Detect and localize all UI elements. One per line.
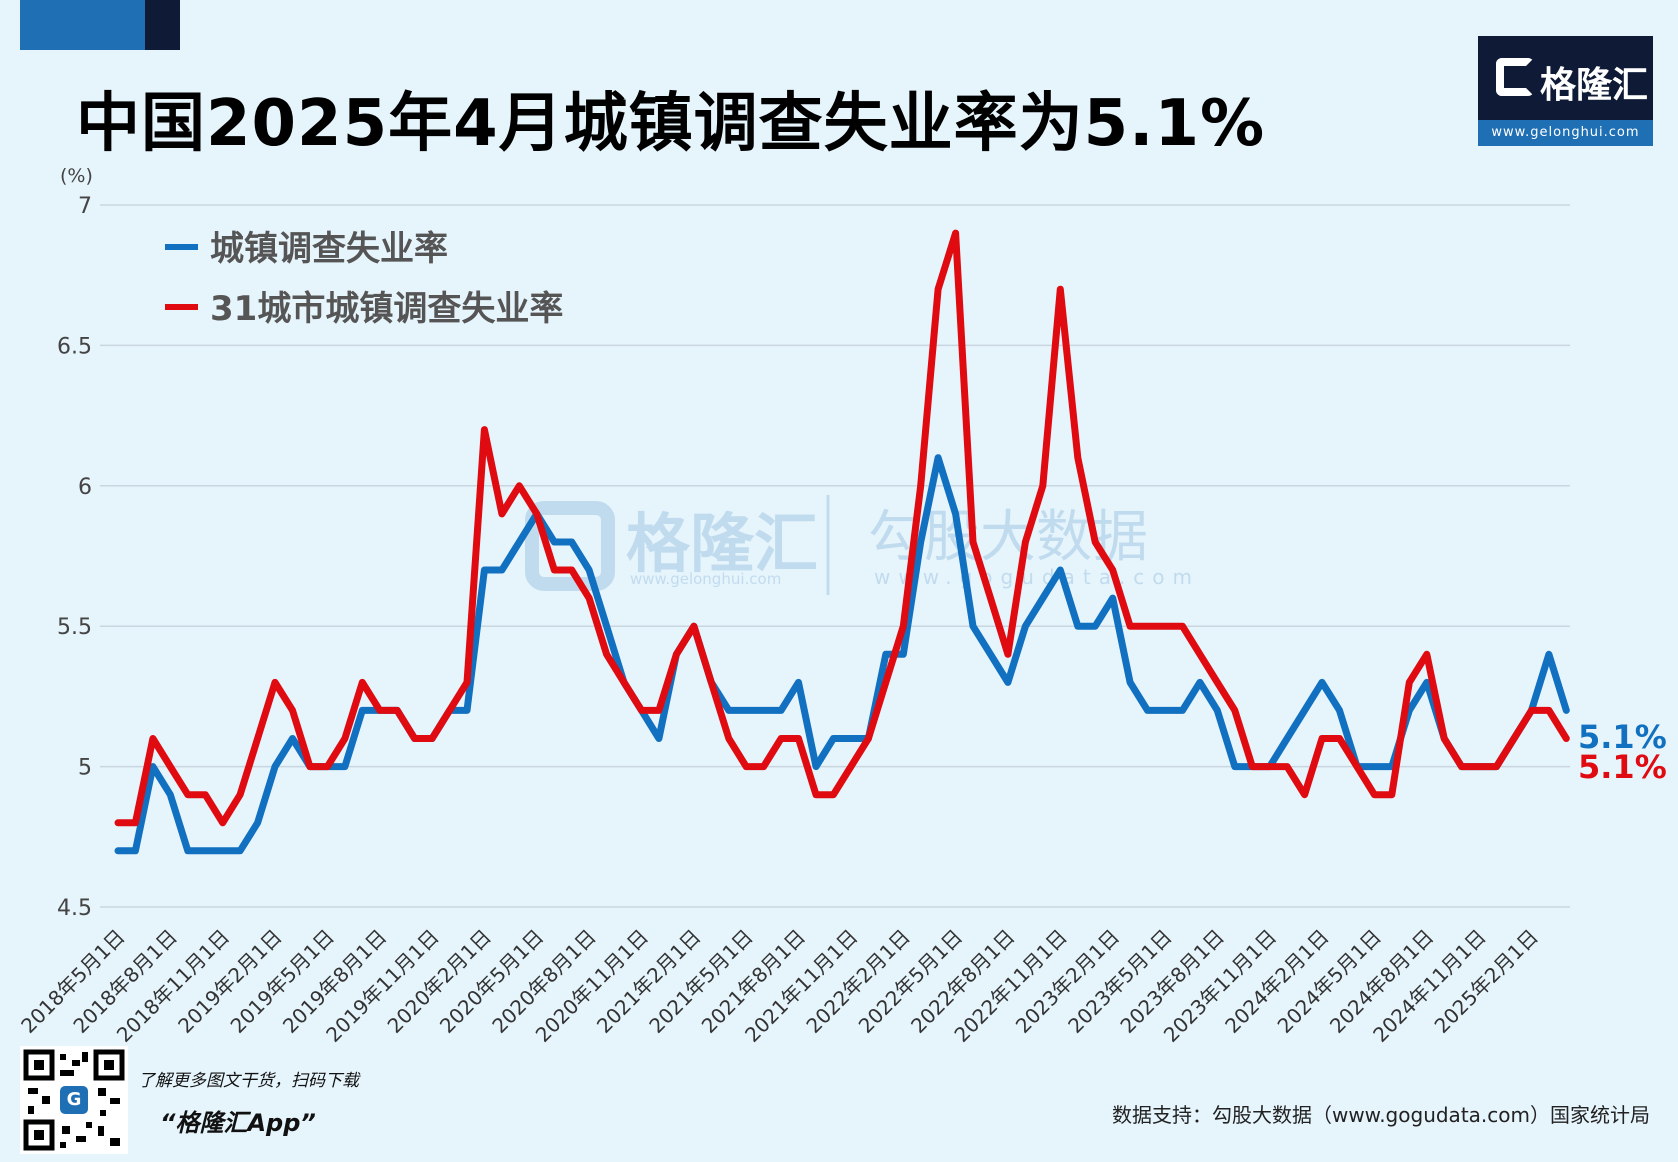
logo-url: www.gelonghui.com xyxy=(1478,120,1653,146)
y-axis-label: (%) xyxy=(60,165,93,187)
g-logo-icon: G xyxy=(60,1086,88,1114)
y-tick-label: 7 xyxy=(78,194,92,219)
legend: 城镇调查失业率 31城市城镇调查失业率 xyxy=(165,229,563,329)
header-accent-bar xyxy=(20,0,145,50)
series-line-1 xyxy=(114,229,1570,827)
legend-label: 31城市城镇调查失业率 xyxy=(210,289,563,329)
series-line-0 xyxy=(114,454,1570,855)
watermark-brand1: 格隆汇 xyxy=(626,508,818,582)
qr-pattern-icon xyxy=(23,1049,125,1151)
y-tick-label: 4.5 xyxy=(57,896,92,921)
watermark-url1: www.gelonghui.com xyxy=(630,570,781,588)
chart-title: 中国2025年4月城镇调查失业率为5.1% xyxy=(76,87,1266,161)
watermark-url2: www.gogudata.com xyxy=(874,565,1200,589)
data-source: 数据支持：勾股大数据（www.gogudata.com）国家统计局 xyxy=(1111,1103,1650,1127)
qr-code[interactable]: G xyxy=(20,1046,128,1154)
y-tick-label: 6.5 xyxy=(57,334,92,359)
y-tick-label: 6 xyxy=(78,475,92,500)
y-tick-label: 5 xyxy=(78,756,92,781)
legend-label: 城镇调查失业率 xyxy=(210,229,448,269)
header-accent-bar-dark xyxy=(145,0,180,50)
logo-name: 格隆汇 xyxy=(1540,65,1649,106)
promo-text: 了解更多图文干货，扫码下载 xyxy=(138,1071,359,1091)
y-tick-label: 5.5 xyxy=(57,615,92,640)
brand-logo: 格隆汇 www.gelonghui.com xyxy=(1478,36,1653,146)
app-name: “格隆汇App” xyxy=(160,1109,316,1137)
g-logo-icon xyxy=(1496,58,1534,96)
watermark: 格隆汇 www.gelonghui.com 勾股大数据 www.gogudata… xyxy=(525,495,1200,595)
end-value-label: 5.1% xyxy=(1578,718,1667,756)
end-value-label: 5.1% xyxy=(1578,748,1667,786)
